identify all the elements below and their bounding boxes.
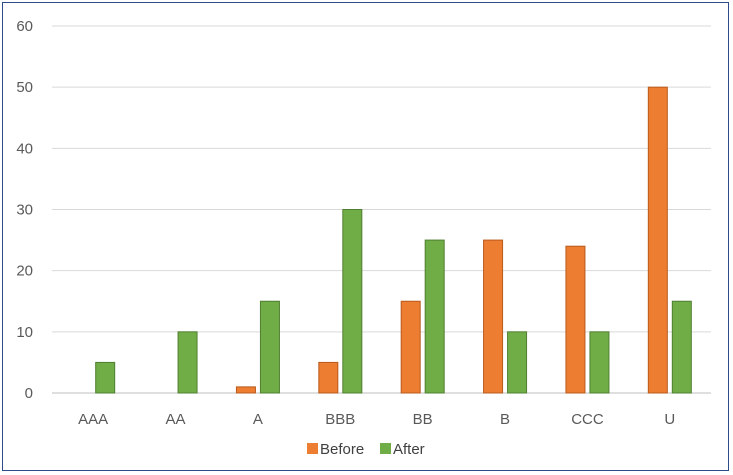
y-tick-label: 50: [16, 79, 33, 96]
y-tick-label: 10: [16, 324, 33, 341]
bar-after-bb: [424, 239, 445, 394]
y-axis-ticks: 0 10 20 30 40 50 60: [16, 18, 33, 402]
bar-before-bb: [400, 300, 421, 394]
x-tick-label: U: [664, 411, 675, 428]
bar-after-a: [259, 300, 280, 394]
x-tick-label: AAA: [78, 411, 108, 428]
y-tick-label: 30: [16, 202, 33, 219]
x-tick-label: CCC: [571, 411, 604, 428]
x-tick-label: A: [253, 411, 263, 428]
x-tick-label: BB: [413, 411, 433, 428]
bars: [95, 86, 692, 394]
bar-after-b: [507, 331, 528, 394]
gridlines: [52, 25, 711, 394]
y-tick-label: 20: [16, 263, 33, 280]
bar-before-u: [647, 86, 668, 394]
legend-swatch-after: [380, 443, 391, 454]
bar-before-a: [235, 386, 256, 394]
x-tick-label: AA: [166, 411, 186, 428]
bar-after-aa: [177, 331, 198, 394]
bar-after-ccc: [589, 331, 610, 394]
y-tick-label: 60: [16, 18, 33, 35]
y-tick-label: 40: [16, 140, 33, 157]
x-axis-ticks: AAA AA A BBB BB B CCC U: [78, 411, 675, 428]
bar-before-bbb: [318, 361, 339, 394]
bar-before-ccc: [565, 245, 586, 394]
x-tick-label: B: [500, 411, 510, 428]
bar-after-u: [671, 300, 692, 394]
x-tick-label: BBB: [325, 411, 355, 428]
legend-label-after: After: [393, 441, 425, 458]
bar-after-aaa: [95, 361, 116, 394]
legend-swatch-before: [307, 443, 318, 454]
bar-after-bbb: [342, 209, 363, 394]
legend: Before After: [307, 441, 425, 458]
legend-label-before: Before: [320, 441, 364, 458]
y-tick-label: 0: [25, 385, 33, 402]
bar-before-b: [483, 239, 504, 394]
